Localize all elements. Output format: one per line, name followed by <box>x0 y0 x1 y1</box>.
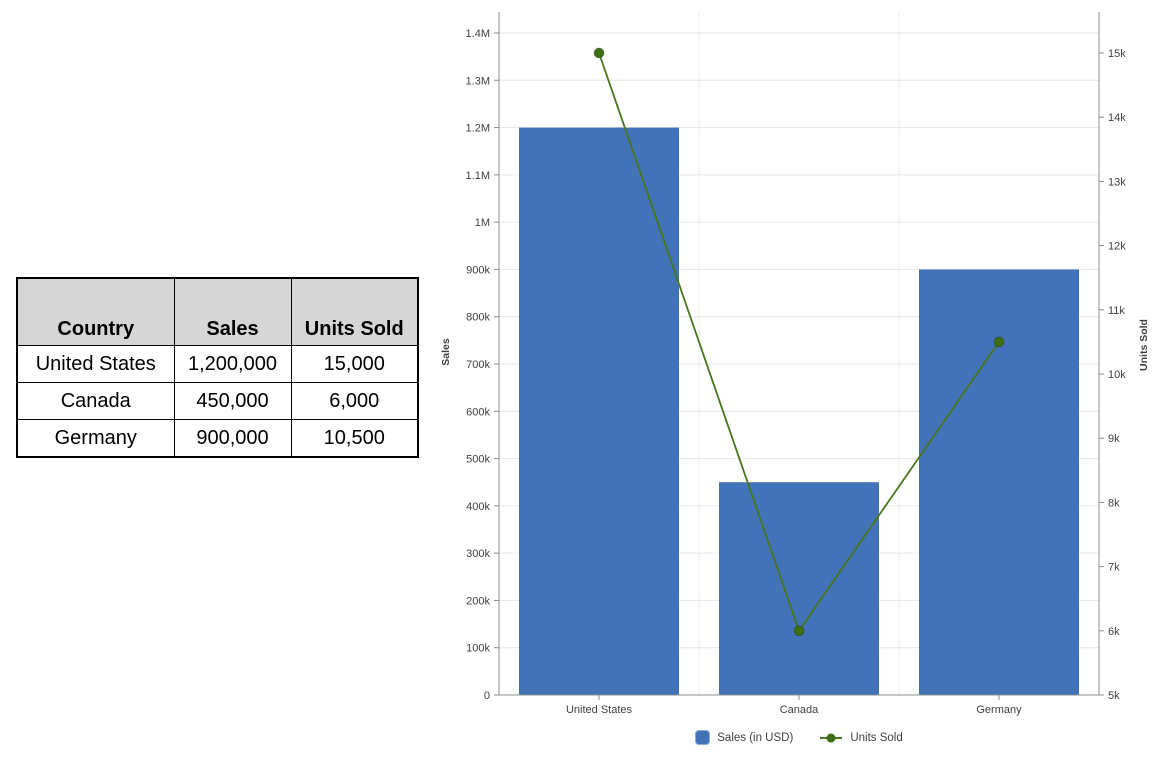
sales-table: Country Sales Units Sold United States 1,200… <box>16 277 419 458</box>
right-axis-tick-label: 12k <box>1108 241 1126 253</box>
units-sold-point-germany <box>993 336 1005 348</box>
right-axis-tick-label: 10k <box>1108 369 1126 381</box>
right-axis-tick-label: 8k <box>1108 497 1120 509</box>
table-row-united-states: United States 1,200,000 15,000 <box>16 345 419 383</box>
legend-label-sales-in-usd: Sales (in USD) <box>717 731 794 744</box>
right-axis-tick-label: 13k <box>1108 176 1126 188</box>
table-row-germany: Germany 900,000 10,500 <box>16 419 419 458</box>
right-axis-tick-label: 9k <box>1108 433 1120 445</box>
table-cell-units-sold-united-states: 15,000 <box>290 345 419 383</box>
left-axis-tick-label: 1.4M <box>466 28 490 40</box>
legend-item-sales-in-usd[interactable]: Sales (in USD) <box>695 730 793 745</box>
right-axis-tick-label: 14k <box>1108 112 1126 124</box>
legend-line-marker-icon <box>820 733 843 742</box>
right-axis-tick-label: 7k <box>1108 562 1120 574</box>
bar-united-states <box>519 127 679 696</box>
category-label-united-states: United States <box>566 704 633 716</box>
bar-germany <box>919 269 1079 695</box>
left-axis-tick-label: 1.1M <box>466 170 490 182</box>
left-axis-tick-label: 400k <box>466 501 490 513</box>
bar-canada <box>719 482 879 695</box>
left-axis-tick-label: 900k <box>466 264 490 276</box>
left-axis-tick-label: 1M <box>475 217 490 229</box>
right-axis-tick-label: 15k <box>1108 48 1126 60</box>
left-axis-tick-label: 100k <box>466 643 490 655</box>
left-axis-tick-label: 800k <box>466 312 490 324</box>
table-cell-sales-germany: 900,000 <box>173 419 292 458</box>
table-row-canada: Canada 450,000 6,000 <box>16 382 419 420</box>
chart-legend: Sales (in USD) Units Sold <box>499 730 1099 745</box>
units-sold-point-canada <box>793 625 805 637</box>
legend-item-units-sold[interactable]: Units Sold <box>819 731 903 744</box>
column-header-units-sold: Units Sold <box>290 277 419 346</box>
table-cell-units-sold-germany: 10,500 <box>290 419 419 458</box>
table-cell-country-germany: Germany <box>16 419 175 458</box>
left-axis-title: Sales <box>440 338 452 366</box>
table-cell-units-sold-canada: 6,000 <box>290 382 419 420</box>
legend-bar-swatch-icon <box>695 730 711 745</box>
units-sold-point-united-states <box>593 47 605 59</box>
table-cell-sales-canada: 450,000 <box>173 382 292 420</box>
table-cell-sales-united-states: 1,200,000 <box>173 345 292 383</box>
right-axis-title: Units Sold <box>1138 319 1150 371</box>
right-axis-tick-label: 6k <box>1108 626 1120 638</box>
category-label-canada: Canada <box>780 704 819 716</box>
right-axis-tick-label: 5k <box>1108 690 1120 702</box>
legend-label-units-sold: Units Sold <box>850 731 903 744</box>
right-axis-tick-label: 11k <box>1108 305 1125 317</box>
left-axis-tick-label: 1.3M <box>466 75 490 87</box>
left-axis-tick-label: 600k <box>466 406 490 418</box>
left-axis-tick-label: 700k <box>466 359 490 371</box>
left-axis-tick-label: 1.2M <box>466 123 490 135</box>
left-axis-tick-label: 300k <box>466 548 490 560</box>
category-label-germany: Germany <box>976 704 1022 716</box>
left-axis-tick-label: 500k <box>466 454 490 466</box>
left-axis-tick-label: 200k <box>466 595 490 607</box>
left-axis-tick-label: 0 <box>484 690 490 702</box>
